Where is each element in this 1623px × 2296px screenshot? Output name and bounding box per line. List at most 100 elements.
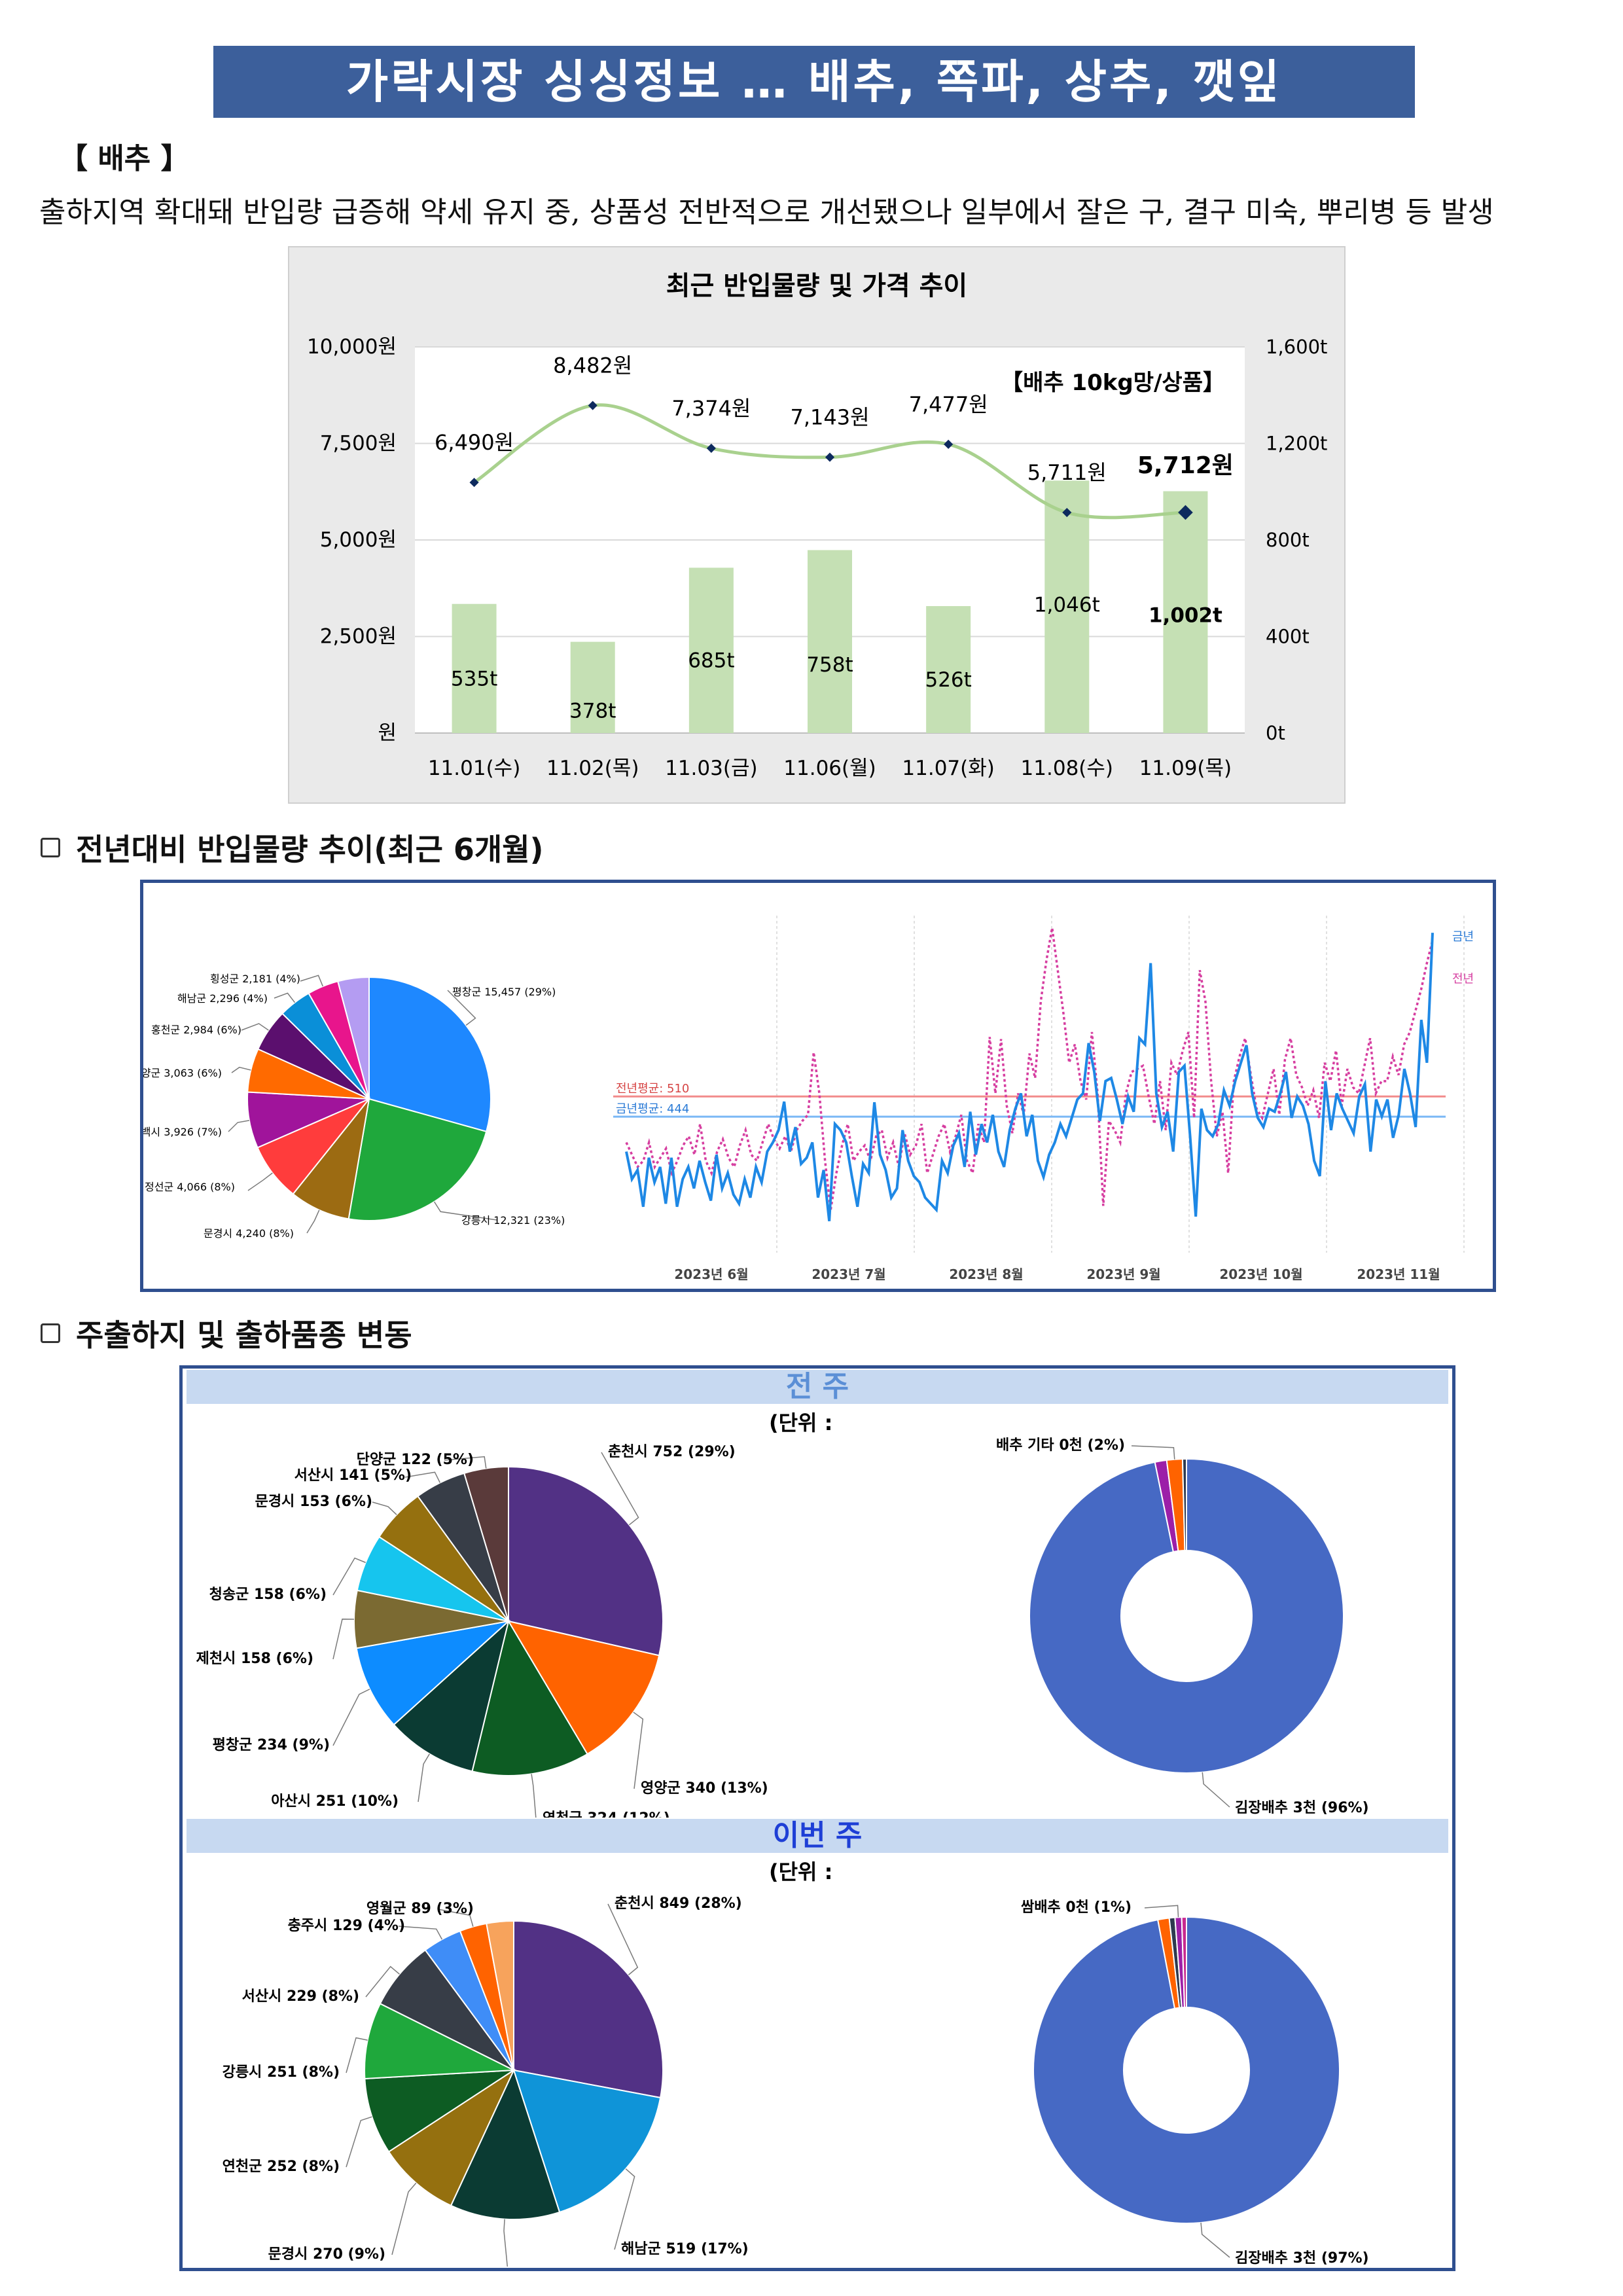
section2-title: 전년대비 반입물량 추이(최근 6개월) xyxy=(76,832,544,867)
this-week-band: 이번 주 xyxy=(187,1819,1448,1853)
leader-line xyxy=(332,1557,366,1596)
x-tick-label: 11.07(화) xyxy=(902,757,994,780)
price-volume-chart: 최근 반입물량 및 가격 추이 원 2,500원 5,000원 7,500원 10,000… xyxy=(288,246,1346,804)
volume-bar xyxy=(688,567,734,733)
left-tick-label: 원 xyxy=(378,721,397,745)
x-tick-label: 11.03(금) xyxy=(665,757,757,780)
page-title: 가락시장 싱싱정보 … 배추, 쪽파, 상추, 깻잎 xyxy=(213,46,1415,118)
leader-line xyxy=(601,1452,639,1526)
section2-heading: 전년대비 반입물량 추이(최근 6개월) xyxy=(41,826,544,869)
checkbox-icon xyxy=(41,838,60,857)
pie-slice xyxy=(513,1920,664,2099)
yoy-panel: 평창군 15,457 (29%) 강릉시 12,321 (23%) 문경시 4,24… xyxy=(140,880,1496,1292)
slice-label: 홍천군 2,984 (6%) xyxy=(151,1024,241,1036)
leader-line xyxy=(332,1689,370,1746)
leader-line xyxy=(231,1066,251,1073)
yoy-line-chart: 2023년 6월 2023년 7월 2023년 8월 2023년 9월 2023년 10… xyxy=(613,916,1474,1282)
bar-data-label: 535t xyxy=(451,667,497,691)
slice-label: 춘천시 849 (28%) xyxy=(615,1895,742,1912)
x-tick-label: 2023년 7월 xyxy=(812,1266,885,1282)
x-tick-label: 2023년 10월 xyxy=(1219,1266,1302,1282)
leader-line xyxy=(1200,2222,1230,2258)
unit-label: (단위 : 톤, %) xyxy=(769,1859,837,1884)
leader-line xyxy=(365,1965,400,1998)
price-volume-chart-svg: 최근 반입물량 및 가격 추이원 2,500원 5,000원 7,500원 10,000… xyxy=(307,271,1327,780)
volume-bar xyxy=(570,641,615,733)
x-tick-label: 11.06(월) xyxy=(783,757,876,780)
leader-line xyxy=(1144,1905,1179,1918)
leader-line xyxy=(633,1712,644,1789)
x-tick-label: 11.08(수) xyxy=(1021,757,1113,780)
slice-label: 아산시 251 (10%) xyxy=(271,1793,399,1810)
origin-variety-panel: 전 주 (단위 : 톤, %) 춘천시 752 (29%) 영양군 340 (13%… xyxy=(179,1365,1455,2271)
leader-line xyxy=(346,2116,372,2168)
leader-line xyxy=(398,1926,443,1940)
left-tick-label: 2,500원 xyxy=(320,625,397,649)
leader-line xyxy=(503,2219,508,2267)
pie-slice xyxy=(348,1098,488,1221)
slice-label: 김장배추 3천 (96%) xyxy=(1235,1800,1369,1816)
right-tick-label: 400t xyxy=(1266,626,1310,648)
price-data-label: 8,482원 xyxy=(553,353,632,378)
bar-data-label: 1,046t xyxy=(1034,593,1100,617)
section-label: 【 배추 】 xyxy=(59,142,190,175)
slice-label: 문경시 4,240 (8%) xyxy=(204,1227,294,1240)
section3-heading: 주출하지 및 출하품종 변동 xyxy=(41,1312,412,1355)
bar-data-label: 378t xyxy=(569,699,616,723)
slice-label: 김장배추 3천 (97%) xyxy=(1235,2250,1369,2267)
price-marker xyxy=(825,452,835,462)
price-marker xyxy=(588,401,597,410)
unit-note: 【배추 10kg망/상품】 xyxy=(1001,370,1225,396)
slice-label: 단양군 122 (5%) xyxy=(357,1452,474,1468)
slice-label: 충주시 129 (4%) xyxy=(288,1918,405,1934)
this-week-origin-pie: (단위 : 톤, %)춘천시 849 (28%)해남군 519 (17%)아산시… xyxy=(223,1859,837,2267)
right-tick-label: 0t xyxy=(1266,722,1285,744)
this-year-line xyxy=(625,933,1434,1221)
pie-slice xyxy=(1033,1916,1340,2224)
left-tick-label: 7,500원 xyxy=(320,432,397,456)
left-tick-label: 5,000원 xyxy=(320,528,397,552)
slice-label: 영양군 340 (13%) xyxy=(641,1780,768,1797)
price-marker xyxy=(1062,507,1072,518)
this-week-variety-donut: 김장배추 3천 (97%) 쌈배추 0천 (1%) xyxy=(1021,1899,1369,2267)
slice-label: 문경시 270 (9%) xyxy=(268,2246,385,2263)
x-tick-label: 11.01(수) xyxy=(428,757,520,780)
prev-week-band: 전 주 xyxy=(187,1370,1448,1404)
leader-line xyxy=(447,990,476,1026)
left-tick-label: 10,000원 xyxy=(307,335,397,359)
pie-slice xyxy=(1181,1458,1187,1552)
leader-line xyxy=(404,1471,441,1483)
origin-pie-chart: 평창군 15,457 (29%) 강릉시 12,321 (23%) 문경시 4,24… xyxy=(143,973,565,1240)
right-tick-label: 1,600t xyxy=(1266,336,1327,358)
avg-label: 전년평균: 510 xyxy=(616,1082,689,1096)
slice-label: 서산시 141 (5%) xyxy=(294,1467,412,1484)
x-tick-label: 2023년 6월 xyxy=(674,1266,748,1282)
volume-bar xyxy=(452,603,497,733)
x-tick-label: 11.09(목) xyxy=(1139,757,1232,780)
checkbox-icon xyxy=(41,1323,60,1343)
slice-label: 횡성군 2,181 (4%) xyxy=(210,973,300,985)
pie-slice xyxy=(450,2068,561,2220)
slice-label: 제천시 158 (6%) xyxy=(196,1651,313,1667)
price-data-label: 7,374원 xyxy=(671,396,751,421)
pie-slice xyxy=(364,2069,516,2153)
slice-label: 연천군 324 (12%) xyxy=(543,1810,670,1818)
x-tick-label: 11.02(목) xyxy=(546,757,639,780)
prev-week-variety-donut: 김장배추 3천 (96%) 배추 기타 0천 (2%) xyxy=(996,1437,1369,1816)
pie-slice xyxy=(387,2068,516,2207)
slice-label: 정선군 4,066 (8%) xyxy=(145,1181,235,1193)
price-data-label: 7,143원 xyxy=(790,405,869,430)
leader-line xyxy=(433,1201,497,1221)
price-data-label: 5,712원 xyxy=(1137,452,1234,479)
slice-label: 태백시 3,926 (7%) xyxy=(143,1126,222,1138)
pie-slice xyxy=(336,976,370,1100)
price-data-label: 5,711원 xyxy=(1027,460,1107,485)
leader-line xyxy=(228,1120,250,1132)
slice-label: 영양군 3,063 (6%) xyxy=(143,1067,222,1079)
slice-label: 강릉시 251 (8%) xyxy=(223,2064,340,2081)
leader-line xyxy=(607,1903,639,1975)
pie-slice xyxy=(486,1920,514,2071)
slice-label: 배추 기타 0천 (2%) xyxy=(996,1437,1125,1454)
pie-slice xyxy=(355,1620,511,1726)
slice-label: 쌈배추 0천 (1%) xyxy=(1021,1899,1132,1916)
